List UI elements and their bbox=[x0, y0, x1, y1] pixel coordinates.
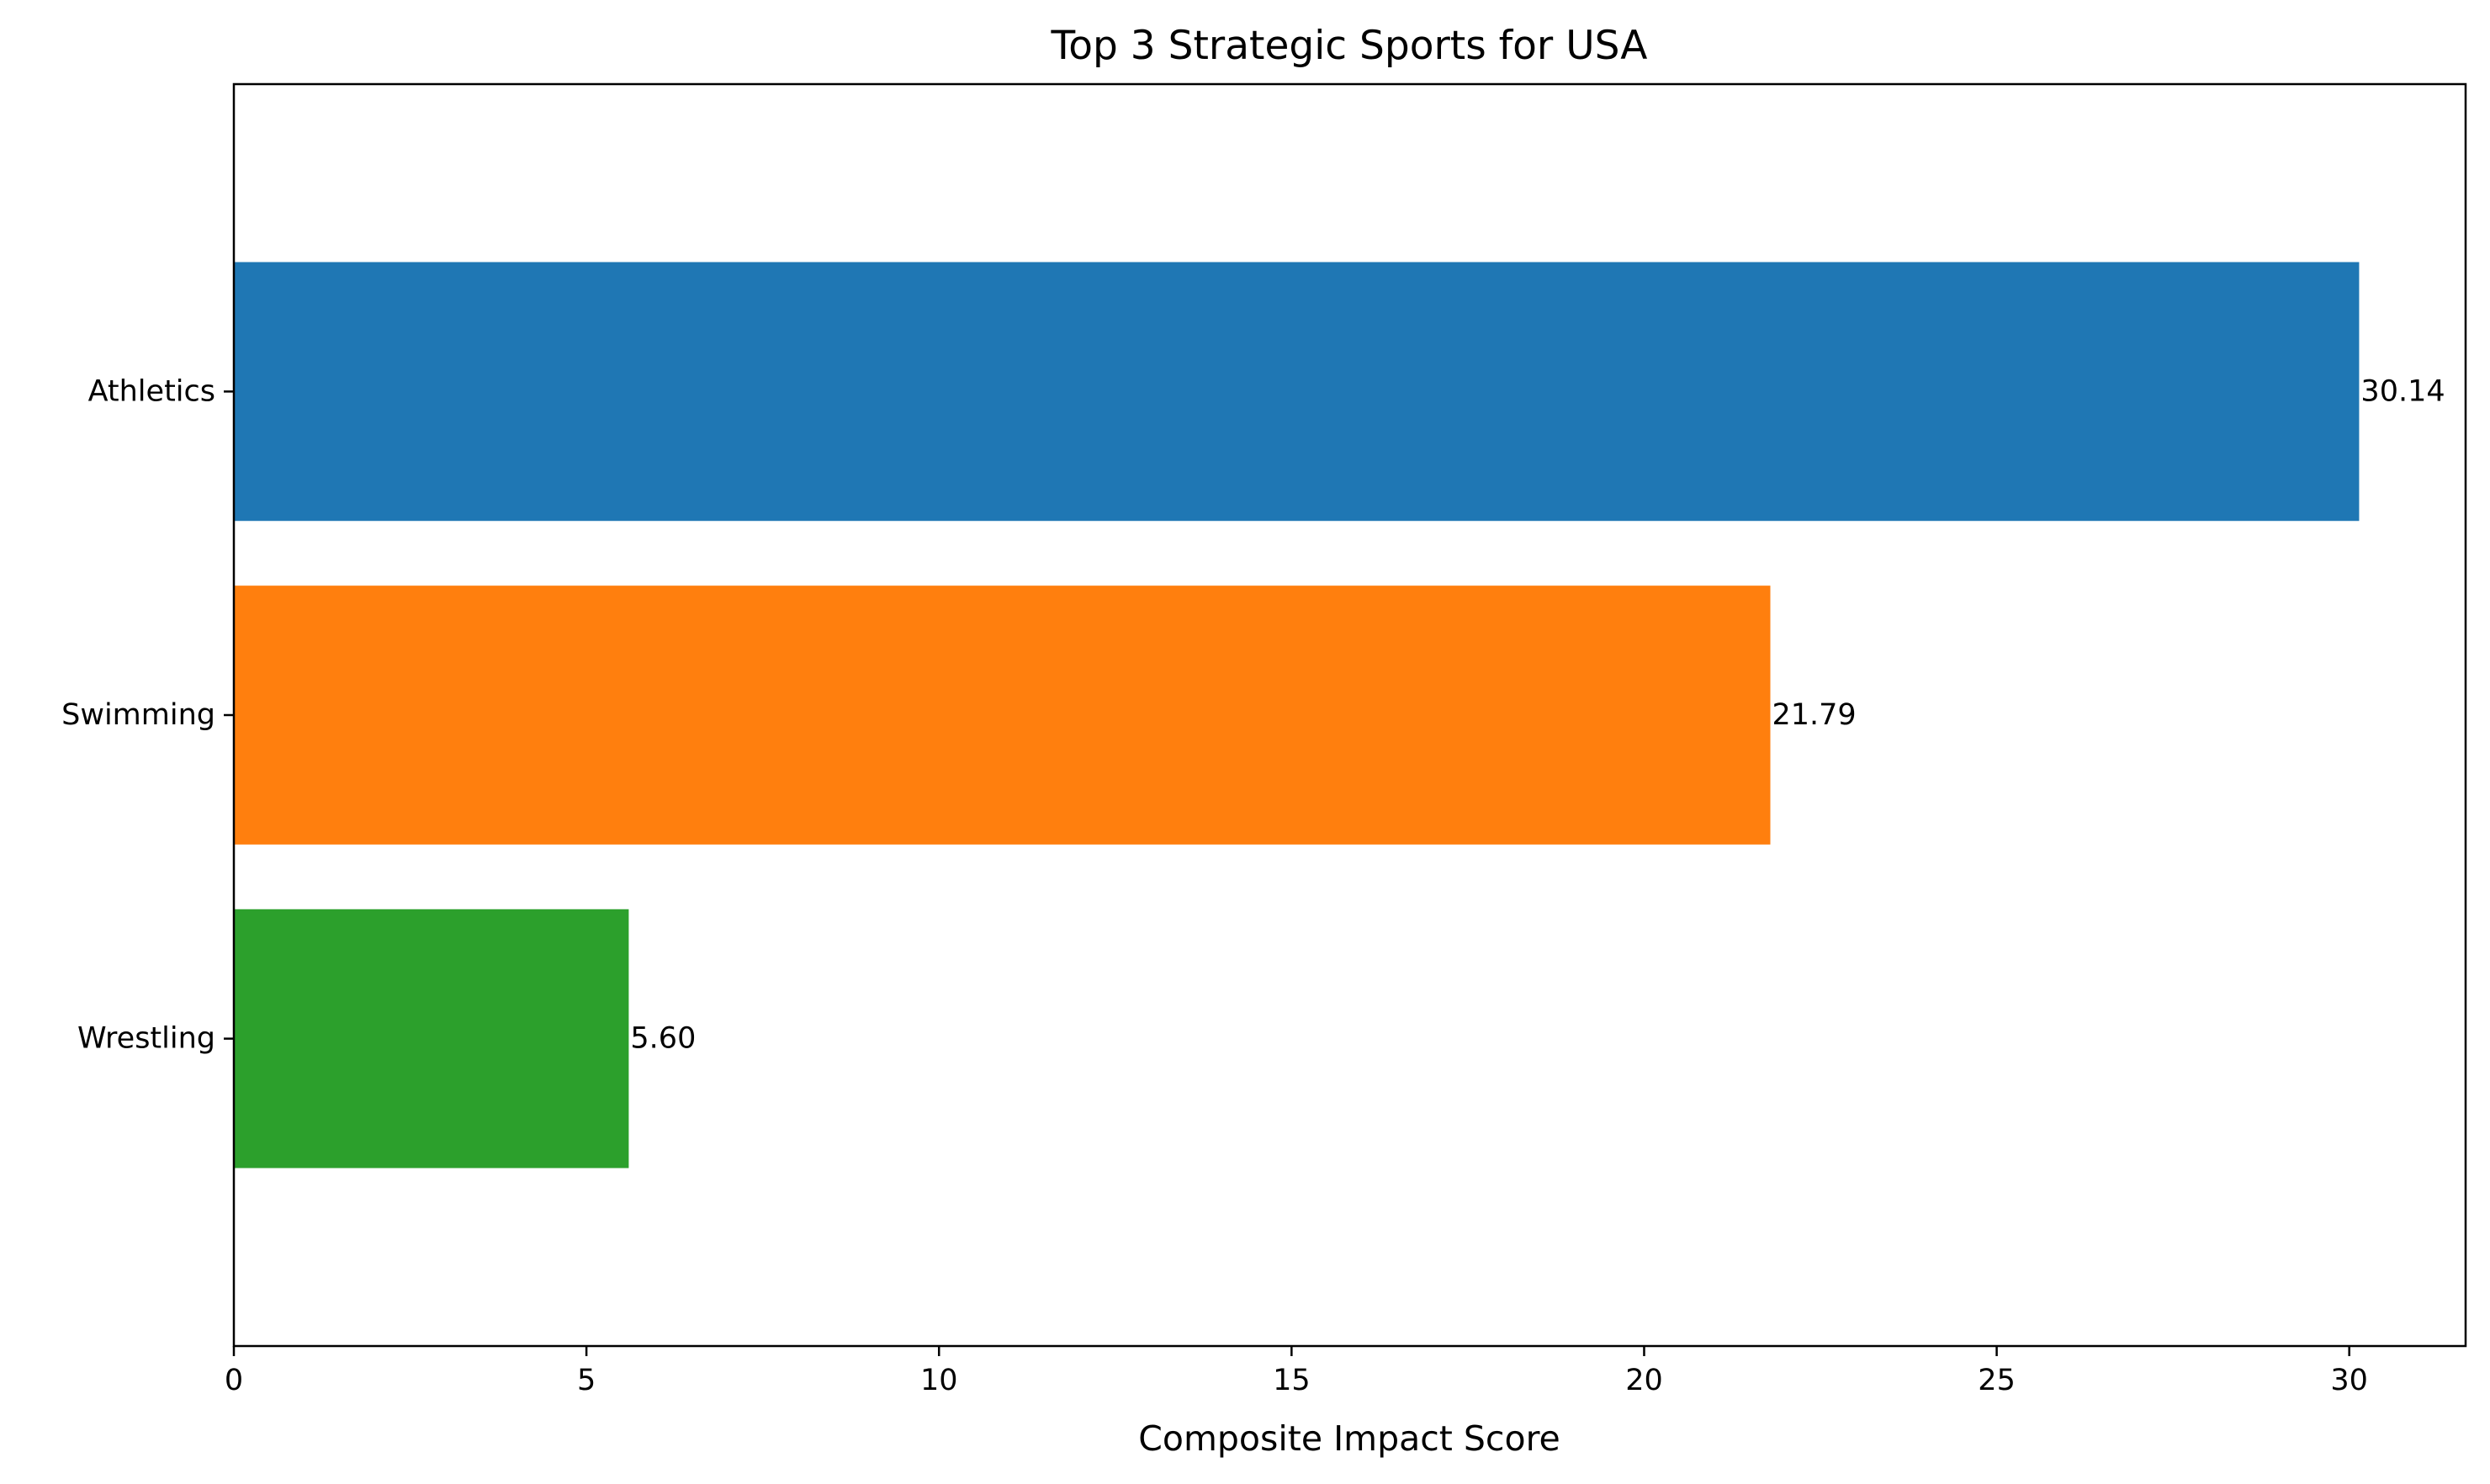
bars-group bbox=[234, 262, 2360, 1169]
x-axis: 0 5 10 15 20 25 30 bbox=[225, 1346, 2368, 1397]
data-label-athletics: 30.14 bbox=[2360, 374, 2445, 408]
x-axis-label: Composite Impact Score bbox=[1138, 1418, 1560, 1459]
x-tick-label: 0 bbox=[225, 1364, 243, 1397]
bar-swimming bbox=[234, 586, 1771, 845]
x-tick-label: 25 bbox=[1978, 1364, 2016, 1397]
y-tick-label-wrestling: Wrestling bbox=[77, 1022, 215, 1056]
bar-wrestling bbox=[234, 909, 629, 1169]
x-tick-label: 15 bbox=[1273, 1364, 1311, 1397]
y-tick-label-swimming: Swimming bbox=[61, 698, 215, 732]
x-tick-label: 5 bbox=[577, 1364, 596, 1397]
x-tick-label: 20 bbox=[1625, 1364, 1663, 1397]
x-tick-label: 10 bbox=[920, 1364, 958, 1397]
bar-athletics bbox=[234, 262, 2360, 522]
y-tick-label-athletics: Athletics bbox=[88, 374, 215, 408]
x-tick-label: 30 bbox=[2330, 1364, 2368, 1397]
data-label-wrestling: 5.60 bbox=[630, 1022, 696, 1056]
y-axis: Athletics Swimming Wrestling bbox=[61, 374, 234, 1056]
chart-title: Top 3 Strategic Sports for USA bbox=[1051, 23, 1648, 69]
plot-frame bbox=[232, 82, 2467, 1348]
data-labels-group: 30.14 21.79 5.60 bbox=[630, 374, 2445, 1055]
data-label-swimming: 21.79 bbox=[1772, 698, 1857, 732]
